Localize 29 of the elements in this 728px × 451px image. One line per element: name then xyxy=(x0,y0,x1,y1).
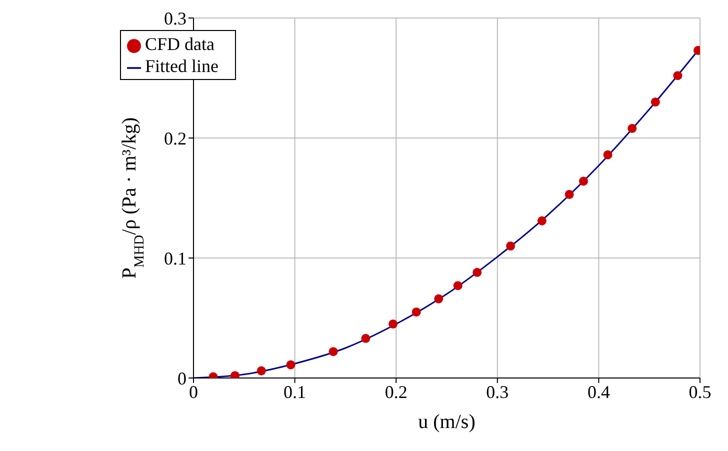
x-tick-label: 0.5 xyxy=(688,382,712,402)
point xyxy=(361,334,370,343)
x-axis-title: u (m/s) xyxy=(418,411,476,433)
y-tick-label: 0.1 xyxy=(164,248,186,268)
point xyxy=(453,281,462,290)
point xyxy=(506,241,516,251)
point xyxy=(256,366,266,376)
point xyxy=(564,190,574,199)
y-tick-label: 0.2 xyxy=(164,128,186,148)
x-tick-label: 0.4 xyxy=(587,382,610,402)
x-tick-label: 0.1 xyxy=(284,382,306,402)
point xyxy=(472,268,482,277)
point xyxy=(628,124,637,133)
point xyxy=(412,307,421,317)
point xyxy=(603,150,612,160)
point xyxy=(388,319,398,329)
legend-label: CFD data xyxy=(145,34,214,54)
point xyxy=(286,360,296,370)
y-tick-label: 0.3 xyxy=(164,8,186,28)
y-tick-label: 0 xyxy=(178,368,186,388)
x-tick-label: 0.2 xyxy=(384,382,408,402)
point xyxy=(434,294,444,304)
x-tick-label: 0.3 xyxy=(486,382,509,402)
point xyxy=(673,71,682,80)
point xyxy=(537,216,546,226)
point xyxy=(578,176,588,186)
legend-label: Fitted line xyxy=(145,56,218,76)
point xyxy=(328,347,338,356)
point xyxy=(650,97,660,107)
